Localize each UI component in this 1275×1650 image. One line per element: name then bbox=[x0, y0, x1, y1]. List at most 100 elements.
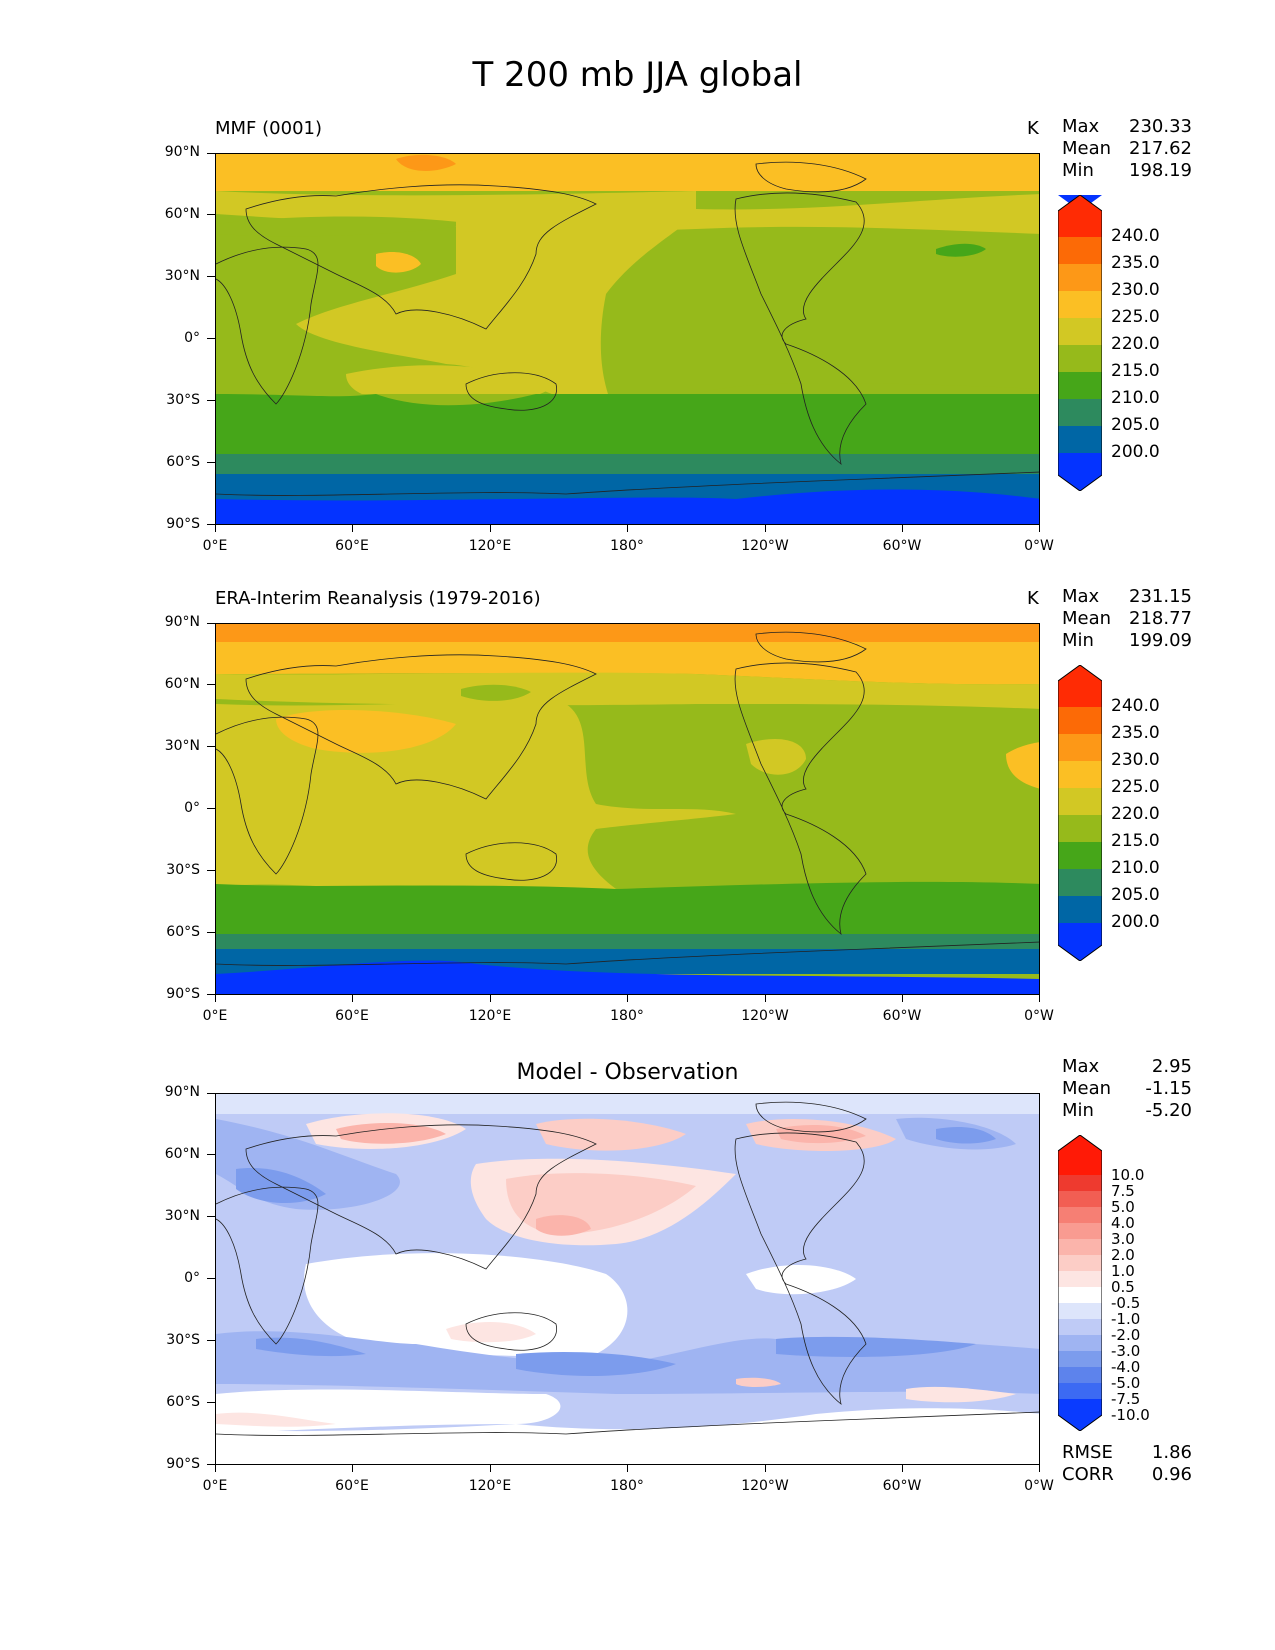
lat-label: 60°N bbox=[164, 676, 200, 692]
lat-label: 90°N bbox=[164, 144, 200, 160]
lon-label: 60°W bbox=[882, 1008, 922, 1024]
panel-observation: ERA-Interim Reanalysis (1979-2016) K Max… bbox=[0, 470, 1275, 1024]
rmse-value: 1.86 bbox=[1151, 1442, 1192, 1463]
colorbar-label: 235.0 bbox=[1111, 253, 1160, 273]
colorbar-label: -3.0 bbox=[1111, 1342, 1141, 1360]
stat-max-label: Max bbox=[1062, 1056, 1100, 1077]
lat-label: 0° bbox=[184, 800, 200, 816]
lat-label: 30°S bbox=[166, 392, 200, 408]
stat-max-value: 230.33 bbox=[1129, 116, 1192, 137]
colorbar-label: 230.0 bbox=[1111, 280, 1160, 300]
lat-label: 90°S bbox=[166, 986, 200, 1002]
colorbar-label: -5.0 bbox=[1111, 1374, 1141, 1392]
lon-label: 0°W bbox=[1024, 1478, 1054, 1494]
colorbar-label: 7.5 bbox=[1111, 1182, 1135, 1200]
colorbar-label: 235.0 bbox=[1111, 723, 1160, 743]
colorbar-label: 200.0 bbox=[1111, 442, 1160, 462]
colorbar-label: -7.5 bbox=[1111, 1390, 1141, 1408]
colorbar-label: 240.0 bbox=[1111, 696, 1160, 716]
units-label: K bbox=[1027, 588, 1039, 609]
map-plot bbox=[215, 623, 1040, 995]
map-plot bbox=[215, 153, 1040, 525]
units-label: K bbox=[1027, 118, 1039, 139]
lat-label: 90°S bbox=[166, 1456, 200, 1472]
colorbar-label: 210.0 bbox=[1111, 858, 1160, 878]
lat-label: 90°S bbox=[166, 516, 200, 532]
stat-mean-value: -1.15 bbox=[1145, 1078, 1192, 1099]
stat-max-label: Max bbox=[1062, 116, 1100, 137]
colorbar-label: 215.0 bbox=[1111, 361, 1160, 381]
lon-label: 180° bbox=[610, 1478, 644, 1494]
corr-label: CORR bbox=[1062, 1464, 1114, 1485]
colorbar-label: -10.0 bbox=[1111, 1406, 1150, 1424]
lon-label: 0°E bbox=[202, 1008, 228, 1024]
stat-max-value: 231.15 bbox=[1129, 586, 1192, 607]
panel-title: ERA-Interim Reanalysis (1979-2016) bbox=[215, 588, 541, 609]
stats-box: Max 2.95 Mean -1.15 Min -5.20 bbox=[1062, 1056, 1192, 1122]
error-stats: RMSE 1.86 CORR 0.96 bbox=[1062, 1442, 1192, 1486]
lon-label: 60°E bbox=[335, 1008, 369, 1024]
lon-label: 60°W bbox=[882, 1478, 922, 1494]
lat-label: 60°S bbox=[166, 1394, 200, 1410]
colorbar-label: 215.0 bbox=[1111, 831, 1160, 851]
lat-label: 60°S bbox=[166, 454, 200, 470]
lat-label: 0° bbox=[184, 1270, 200, 1286]
stat-mean-label: Mean bbox=[1062, 138, 1112, 159]
colorbar-label: 4.0 bbox=[1111, 1214, 1135, 1232]
colorbar-label: 5.0 bbox=[1111, 1198, 1135, 1216]
lon-label: 0°W bbox=[1024, 538, 1054, 554]
map-plot bbox=[215, 1093, 1040, 1465]
colorbar-label: 10.0 bbox=[1111, 1166, 1145, 1184]
colorbar-label: 3.0 bbox=[1111, 1230, 1135, 1248]
colorbar-label: -4.0 bbox=[1111, 1358, 1141, 1376]
lat-label: 60°S bbox=[166, 924, 200, 940]
lat-label: 30°N bbox=[164, 268, 200, 284]
lon-label: 120°E bbox=[468, 1008, 512, 1024]
colorbar-label: 220.0 bbox=[1111, 804, 1160, 824]
panel-model: MMF (0001) K Max 230.33 Mean 217.62 Min 198… bbox=[0, 0, 1275, 554]
figure-title: T 200 mb JJA global bbox=[472, 55, 803, 95]
lon-label: 60°W bbox=[882, 538, 922, 554]
lat-label: 60°N bbox=[164, 1146, 200, 1162]
lat-label: 30°N bbox=[164, 1208, 200, 1224]
lat-label: 30°S bbox=[166, 862, 200, 878]
colorbar bbox=[1058, 665, 1102, 961]
lon-label: 60°E bbox=[335, 1478, 369, 1494]
lat-label: 30°N bbox=[164, 738, 200, 754]
lon-label: 120°W bbox=[741, 1478, 789, 1494]
colorbar-label: -0.5 bbox=[1111, 1294, 1141, 1312]
lat-label: 90°N bbox=[164, 1084, 200, 1100]
stat-min-value: -5.20 bbox=[1145, 1100, 1192, 1121]
stat-min-label: Min bbox=[1062, 630, 1094, 651]
colorbar-label: -2.0 bbox=[1111, 1326, 1141, 1344]
lat-label: 30°S bbox=[166, 1332, 200, 1348]
colorbar bbox=[1058, 195, 1102, 491]
stat-mean-value: 217.62 bbox=[1129, 138, 1192, 159]
colorbar-label: 205.0 bbox=[1111, 415, 1160, 435]
colorbar-label: 220.0 bbox=[1111, 334, 1160, 354]
lon-label: 60°E bbox=[335, 538, 369, 554]
colorbar bbox=[1058, 1135, 1102, 1431]
stat-min-value: 198.19 bbox=[1129, 160, 1192, 181]
lon-label: 120°E bbox=[468, 1478, 512, 1494]
colorbar-label: 240.0 bbox=[1111, 226, 1160, 246]
colorbar-label: 225.0 bbox=[1111, 307, 1160, 327]
stats-box: Max 231.15 Mean 218.77 Min 199.09 bbox=[1062, 586, 1192, 652]
colorbar-label: 225.0 bbox=[1111, 777, 1160, 797]
stat-min-label: Min bbox=[1062, 1100, 1094, 1121]
stat-mean-label: Mean bbox=[1062, 1078, 1112, 1099]
corr-value: 0.96 bbox=[1151, 1464, 1192, 1485]
stat-min-value: 199.09 bbox=[1129, 630, 1192, 651]
lat-label: 0° bbox=[184, 330, 200, 346]
stat-max-value: 2.95 bbox=[1151, 1056, 1192, 1077]
lon-label: 0°E bbox=[202, 1478, 228, 1494]
panel-title: Model - Observation bbox=[516, 1060, 739, 1085]
colorbar-label: 0.5 bbox=[1111, 1278, 1135, 1296]
lon-label: 120°E bbox=[468, 538, 512, 554]
lon-label: 0°W bbox=[1024, 1008, 1054, 1024]
panel-title: MMF (0001) bbox=[215, 118, 322, 139]
colorbar-label: 210.0 bbox=[1111, 388, 1160, 408]
colorbar-label: 205.0 bbox=[1111, 885, 1160, 905]
lat-label: 60°N bbox=[164, 206, 200, 222]
colorbar-label: -1.0 bbox=[1111, 1310, 1141, 1328]
